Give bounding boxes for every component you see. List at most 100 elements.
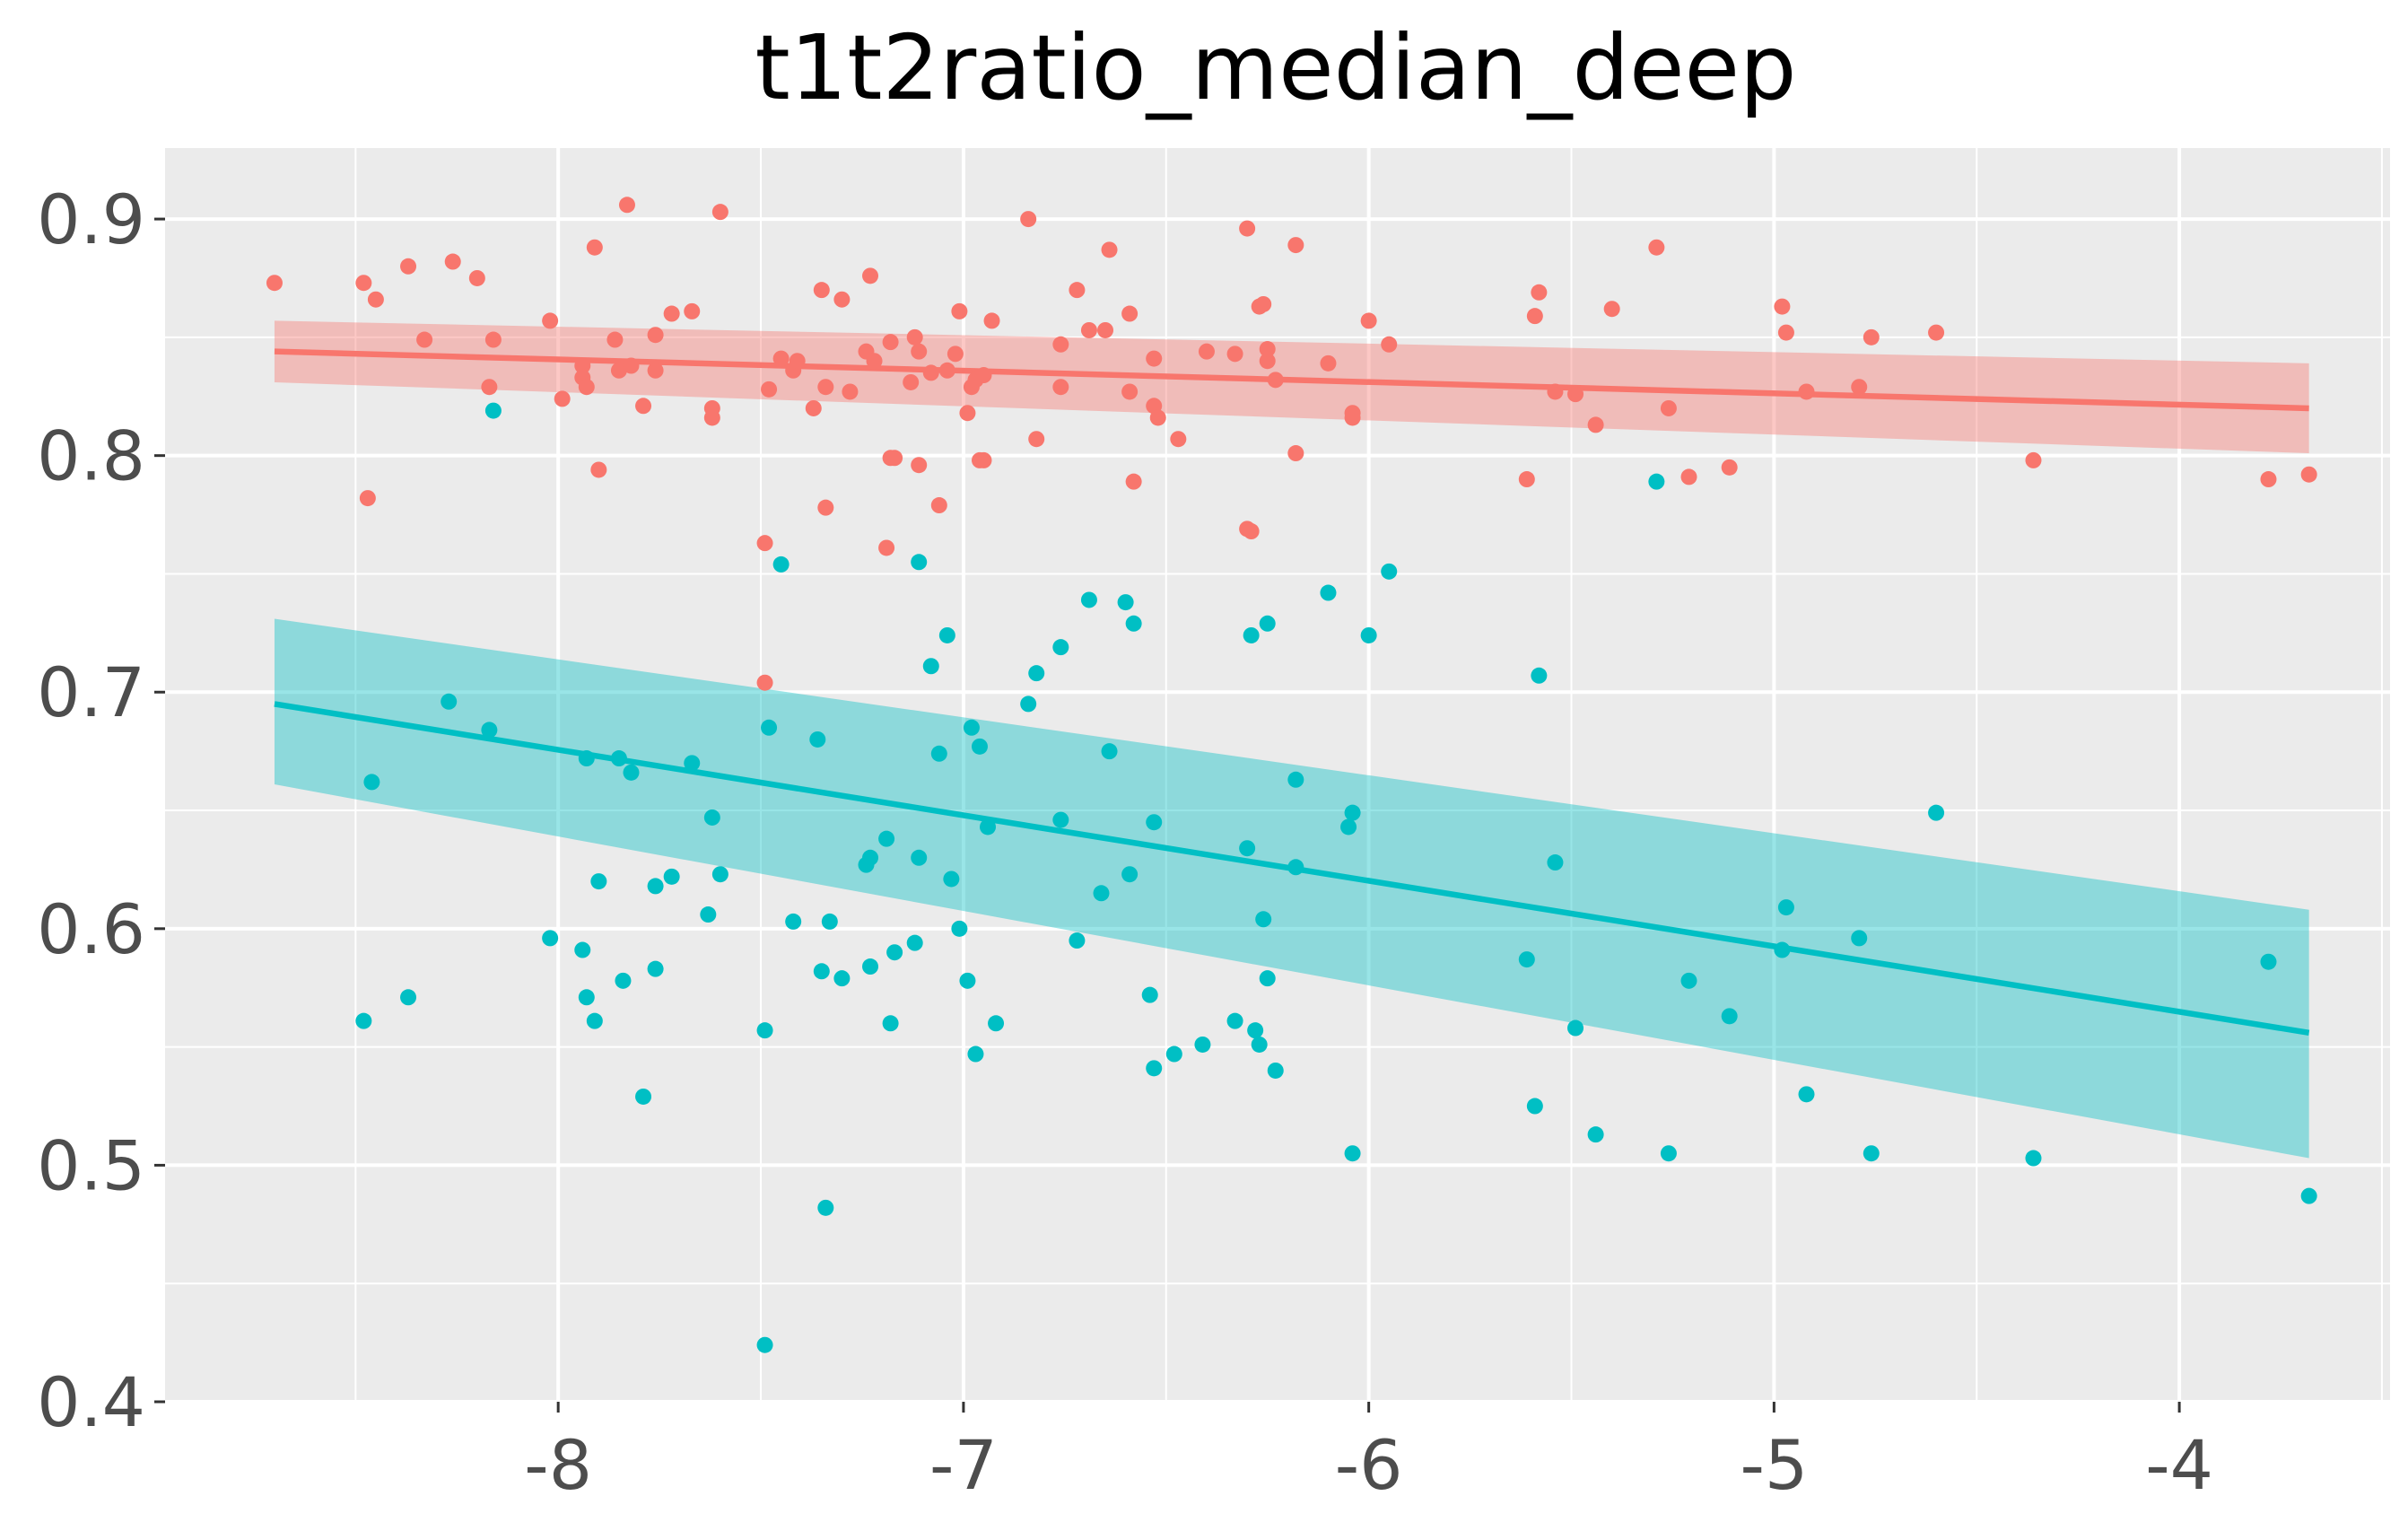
data-point-series-2: [963, 719, 980, 736]
data-point-series-1: [635, 398, 652, 415]
data-point-series-2: [1526, 1098, 1543, 1115]
data-point-series-1: [610, 362, 627, 379]
data-point-series-2: [1146, 1060, 1163, 1077]
data-point-series-1: [647, 327, 664, 344]
data-point-series-2: [1165, 1045, 1182, 1063]
data-point-series-2: [703, 809, 720, 826]
data-point-series-2: [1587, 1126, 1604, 1143]
data-point-series-2: [355, 1012, 372, 1029]
data-point-series-1: [1851, 379, 1868, 396]
data-point-series-2: [943, 870, 960, 888]
data-point-series-2: [542, 930, 559, 947]
data-point-series-2: [1052, 811, 1069, 828]
y-tick-label: 0.9: [37, 179, 145, 259]
data-point-series-2: [922, 658, 939, 675]
data-point-series-2: [1247, 1022, 1264, 1039]
data-point-series-2: [1259, 970, 1276, 987]
regression-line-1: [274, 348, 2309, 412]
data-point-series-2: [938, 626, 955, 643]
data-point-series-1: [1121, 305, 1139, 322]
data-point-series-1: [1531, 284, 1548, 301]
data-point-series-2: [988, 1015, 1005, 1032]
data-point-series-1: [606, 331, 624, 348]
data-point-series-1: [266, 275, 283, 292]
data-point-series-1: [1101, 241, 1118, 258]
data-point-series-1: [1680, 468, 1697, 486]
data-point-series-2: [1259, 615, 1276, 632]
data-point-series-1: [1774, 298, 1791, 315]
minor-gridlines: [165, 148, 2390, 1402]
data-point-series-1: [1267, 372, 1284, 389]
data-point-series-2: [647, 960, 664, 977]
data-point-series-1: [1121, 383, 1139, 400]
data-point-series-1: [367, 291, 384, 308]
data-point-series-2: [1069, 932, 1086, 949]
data-point-series-2: [2260, 953, 2277, 970]
data-point-series-2: [862, 849, 879, 866]
data-point-series-2: [813, 963, 830, 980]
data-point-series-1: [911, 343, 928, 360]
data-point-series-2: [574, 941, 591, 958]
data-point-series-2: [882, 1015, 899, 1032]
data-point-series-1: [355, 275, 372, 292]
x-tick-label: -7: [929, 1425, 998, 1505]
data-point-series-1: [711, 204, 729, 221]
x-axis-tick-labels: -8 -7 -6 -5 -4: [524, 1425, 2213, 1505]
data-point-series-2: [1146, 814, 1163, 831]
confidence-band-2: [274, 618, 2309, 1159]
data-point-series-2: [971, 738, 988, 755]
data-point-series-2: [1721, 1008, 1738, 1025]
data-point-series-2: [1567, 1019, 1584, 1037]
data-point-series-1: [789, 353, 806, 370]
data-point-series-2: [809, 731, 826, 748]
x-tick-label: -8: [524, 1425, 592, 1505]
data-point-series-2: [878, 830, 895, 847]
data-point-series-2: [756, 1336, 773, 1353]
data-point-series-2: [862, 958, 879, 975]
data-point-series-2: [930, 745, 947, 762]
data-point-series-2: [647, 878, 664, 895]
data-point-series-1: [1149, 409, 1166, 426]
data-point-series-1: [1052, 336, 1069, 353]
data-point-series-2: [1052, 639, 1069, 656]
data-point-series-2: [1028, 665, 1045, 682]
data-point-series-1: [1648, 239, 1665, 256]
data-point-series-1: [975, 367, 992, 384]
data-point-series-1: [833, 291, 851, 308]
data-point-series-1: [886, 450, 903, 467]
data-point-series-2: [578, 989, 595, 1006]
data-point-series-1: [938, 362, 955, 379]
data-point-series-1: [951, 302, 968, 319]
y-tick-label: 0.6: [37, 889, 145, 969]
data-point-series-2: [484, 402, 502, 419]
data-point-series-1: [903, 373, 920, 390]
data-point-series-1: [481, 379, 498, 396]
data-point-series-2: [363, 774, 380, 791]
data-point-series-2: [980, 818, 997, 835]
data-point-series-2: [623, 764, 640, 781]
data-point-series-1: [586, 239, 603, 256]
data-point-series-1: [817, 499, 834, 516]
data-point-series-1: [468, 269, 485, 286]
data-point-series-2: [590, 873, 607, 890]
major-gridlines: [165, 148, 2390, 1404]
data-point-series-2: [1320, 584, 1337, 601]
data-point-series-1: [2025, 451, 2042, 468]
x-tick-label: -6: [1335, 1425, 1403, 1505]
data-point-series-2: [821, 913, 838, 930]
data-point-series-2: [1080, 591, 1097, 608]
data-point-series-1: [1226, 346, 1243, 363]
data-point-series-1: [1255, 295, 1272, 312]
chart-title: t1t2ratio_median_deep: [755, 15, 1796, 120]
data-point-series-2: [1093, 885, 1110, 902]
data-point-series-1: [1287, 445, 1304, 462]
data-point-series-1: [983, 312, 1000, 329]
data-point-series-1: [618, 197, 635, 214]
data-point-series-2: [1117, 594, 1134, 611]
data-point-series-2: [911, 849, 928, 866]
data-point-series-1: [772, 350, 790, 367]
data-point-series-1: [703, 399, 720, 416]
data-point-series-1: [1518, 471, 1535, 488]
data-point-series-2: [1518, 951, 1535, 968]
